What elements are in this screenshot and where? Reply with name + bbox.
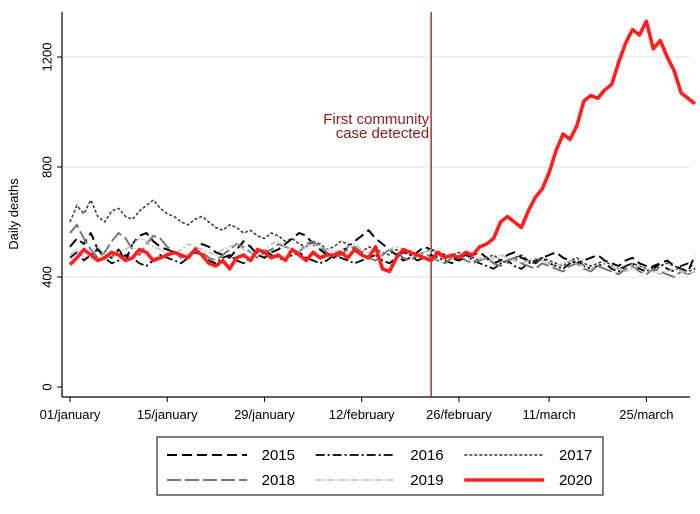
legend-box <box>156 436 604 496</box>
x-tick-label: 25/march <box>619 407 673 422</box>
y-tick-label-400: 400 <box>39 266 54 288</box>
series-line-2019 <box>69 237 696 276</box>
x-tick-label: 01/january <box>40 407 101 422</box>
series-line-2016 <box>69 248 696 273</box>
legend-label-2017: 2017 <box>559 447 592 464</box>
legend-label-2016: 2016 <box>410 447 443 464</box>
series-layer <box>68 19 697 278</box>
y-tick-label-1200: 1200 <box>39 43 54 72</box>
x-tick-label: 11/march <box>523 407 576 422</box>
series-line-2015 <box>69 229 696 273</box>
annotation-line-1: First community <box>323 111 429 128</box>
x-tick-label: 12/february <box>329 407 395 422</box>
series-line-2020 <box>68 19 697 274</box>
x-tick-label: 29/january <box>234 407 295 422</box>
x-tick-label: 26/february <box>426 407 492 422</box>
x-tick-label: 15/january <box>137 407 198 422</box>
legend: 2015 2016 2017 2018 2019 2020 <box>156 436 604 496</box>
legend-label-2015: 2015 <box>262 447 295 464</box>
axis-layer: 0 400 800 1200 01/january 15/january 29/januar… <box>39 12 690 422</box>
y-tick-label-800: 800 <box>39 156 54 178</box>
legend-label-2019: 2019 <box>410 472 443 489</box>
y-tick-label-0: 0 <box>39 383 54 390</box>
legend-label-2018: 2018 <box>262 472 295 489</box>
annotation-line-2: case detected <box>336 125 429 142</box>
grid-layer <box>62 56 690 278</box>
legend-label-2020: 2020 <box>559 472 592 489</box>
y-axis-label: Daily deaths <box>6 178 21 250</box>
